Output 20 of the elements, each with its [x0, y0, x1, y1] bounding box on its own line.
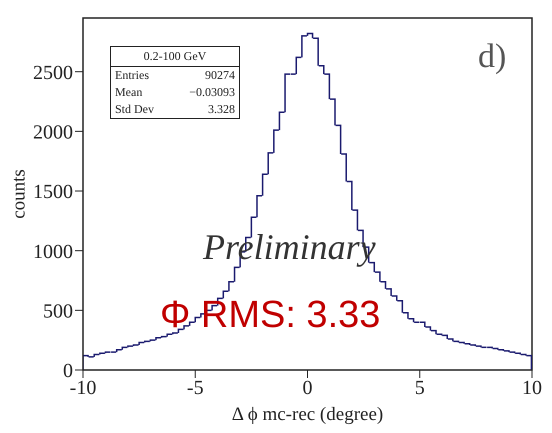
- annotation: 90274: [205, 68, 235, 83]
- annotation: 3.328: [208, 102, 235, 117]
- x-tick-label: 0: [302, 377, 312, 400]
- y-tick-label: 1000: [33, 240, 73, 263]
- y-tick-label: 1500: [33, 181, 73, 204]
- annotation: −0.03093: [189, 85, 235, 100]
- x-axis-title: Δ ϕ mc-rec (degree): [232, 404, 384, 425]
- x-tick-label: 10: [522, 377, 542, 400]
- annotation: Mean: [115, 85, 142, 100]
- y-tick-label: 2000: [33, 121, 73, 144]
- annotation: Entries: [115, 68, 149, 83]
- y-tick-label: 2500: [33, 62, 73, 84]
- x-tick-label: 5: [414, 377, 425, 400]
- annotation: Φ RMS: 3.33: [160, 294, 380, 337]
- annotation: Std Dev: [115, 102, 154, 117]
- annotation: 0.2-100 GeV: [111, 47, 239, 67]
- y-axis-title: counts: [8, 169, 30, 219]
- x-tick-label: -5: [186, 377, 204, 400]
- annotation: d): [478, 38, 506, 76]
- y-tick-label: 500: [43, 300, 73, 322]
